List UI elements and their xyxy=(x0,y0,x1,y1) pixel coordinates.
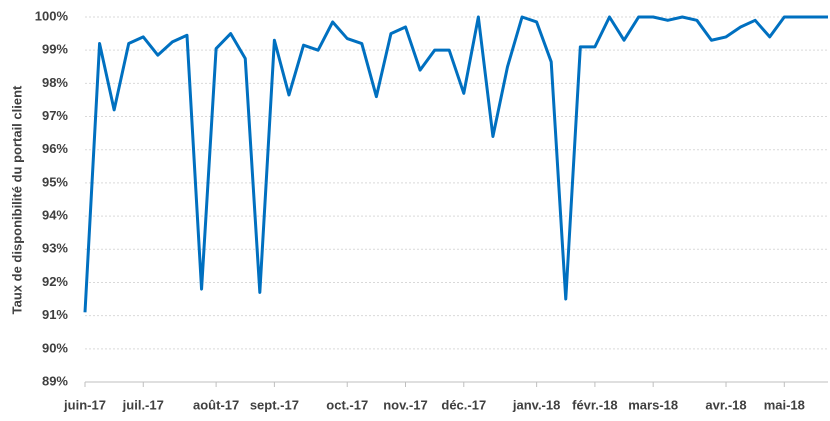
y-tick-label: 94% xyxy=(42,208,68,223)
x-tick-label: août-17 xyxy=(193,397,239,412)
y-tick-label: 89% xyxy=(42,373,68,388)
y-tick-label: 98% xyxy=(42,75,68,90)
y-tick-label: 95% xyxy=(42,174,68,189)
x-tick-label: nov.-17 xyxy=(383,397,428,412)
y-tick-label: 99% xyxy=(42,42,68,57)
x-tick-label: avr.-18 xyxy=(705,397,746,412)
x-tick-label: déc.-17 xyxy=(441,397,486,412)
y-axis-label: Taux de disponibilité du portail client xyxy=(9,85,24,314)
x-tick-label: mars-18 xyxy=(628,397,678,412)
x-tick-label: sept.-17 xyxy=(250,397,299,412)
y-tick-label: 90% xyxy=(42,340,68,355)
x-tick-label: oct.-17 xyxy=(326,397,368,412)
x-tick-label: janv.-18 xyxy=(512,397,560,412)
y-tick-label: 91% xyxy=(42,307,68,322)
line xyxy=(83,15,828,313)
y-tick-label: 100% xyxy=(35,8,69,23)
x-tick-label: févr.-18 xyxy=(572,397,618,412)
y-tick-label: 96% xyxy=(42,141,68,156)
y-tick-label: 92% xyxy=(42,274,68,289)
x-tick-label: mai-18 xyxy=(764,397,805,412)
y-tick-label: 93% xyxy=(42,241,68,256)
y-tick-label: 97% xyxy=(42,108,68,123)
x-tick-label: juin-17 xyxy=(63,397,106,412)
x-tick-label: juil.-17 xyxy=(122,397,164,412)
